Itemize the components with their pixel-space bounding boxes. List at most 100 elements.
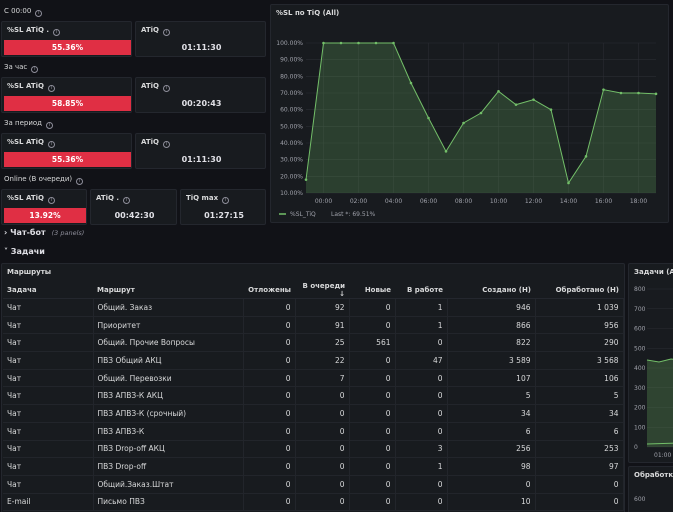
sl-chart-panel[interactable]: %SL по TiQ (All) 100.00% 90.00% 80.00% 70.0…: [270, 4, 669, 223]
table-row[interactable]: Чат Приоритет 0 91 0 1 866 956: [3, 316, 624, 335]
table-cell: 0: [295, 493, 350, 512]
table-row[interactable]: Чат Общий. Перевозки 0 7 0 0 107 106: [3, 369, 624, 388]
table-cell: 0: [349, 316, 396, 335]
table-cell: 0: [295, 422, 350, 441]
hour-sl-panel[interactable]: %SL ATiQ i 58.85%: [1, 77, 132, 113]
series-area: [647, 359, 673, 447]
table-cell: 253: [535, 440, 624, 459]
x-tick-label: 10:00: [490, 198, 507, 205]
routes-table: Задача Маршрут Отложены В очереди ↓ Новые В р…: [3, 282, 624, 512]
table-row[interactable]: E-mail Письмо ПВЗ 0 0 0 0 10 0: [3, 493, 624, 512]
table-row[interactable]: Чат Общий. Прочие Вопросы 0 25 561 0 822 290: [3, 333, 624, 353]
table-row[interactable]: Чат ПВЗ АПВЗ-К АКЦ 0 0 0 0 5 5: [3, 386, 624, 406]
table-cell: 0: [243, 440, 296, 459]
online-max-panel[interactable]: TiQ max i 01:27:15: [180, 189, 266, 225]
online-sl-value: 13.92%: [4, 208, 86, 223]
period-sl-panel[interactable]: %SL ATiQ i 55.36%: [1, 133, 132, 169]
data-point: [654, 92, 658, 96]
table-row[interactable]: Чат ПВЗ Общий АКЦ 0 22 0 47 3 589 3 568: [3, 351, 624, 370]
online-atiq-panel[interactable]: ATiQ .i 00:42:30: [90, 189, 177, 225]
table-cell: Чат: [3, 440, 94, 459]
column-header[interactable]: Обработано (Н): [535, 282, 623, 299]
table-cell: 0: [349, 422, 396, 441]
column-header[interactable]: Новые: [349, 282, 395, 299]
y-tick-label: 20.00%: [280, 173, 303, 180]
y-tick-label: 90.00%: [280, 57, 303, 64]
table-cell: 256: [447, 440, 536, 459]
column-header[interactable]: В очереди ↓: [295, 282, 349, 299]
section-chatbot[interactable]: › Чат-бот (3 panels): [4, 228, 85, 237]
data-point: [567, 181, 570, 185]
table-cell: Письмо ПВЗ: [93, 493, 244, 512]
info-icon[interactable]: i: [53, 29, 61, 36]
table-cell: 0: [349, 493, 396, 512]
table-cell: 0: [243, 316, 296, 335]
info-icon[interactable]: i: [76, 178, 84, 185]
table-header-row: Задача Маршрут Отложены В очереди ↓ Новые В р…: [3, 282, 623, 299]
c-sl-panel[interactable]: %SL ATiQ .i 55.36%: [1, 21, 132, 57]
y-tick-label: 40.00%: [280, 140, 303, 147]
table-cell: ПВЗ АПВЗ-К АКЦ: [93, 386, 244, 406]
table-cell: 0: [243, 457, 296, 476]
table-row[interactable]: Чат ПВЗ Drop-off АКЦ 0 0 0 3 256 253: [3, 440, 624, 459]
table-cell: 0: [349, 369, 396, 388]
period-atiq-panel[interactable]: ATiQ i 01:11:30: [135, 133, 266, 169]
column-header[interactable]: Создано (Н): [447, 282, 535, 299]
table-row[interactable]: Чат ПВЗ АПВЗ-К 0 0 0 0 6 6: [3, 422, 624, 441]
info-icon[interactable]: i: [47, 85, 55, 92]
y-tick-label: 600: [634, 326, 646, 333]
info-icon[interactable]: i: [46, 122, 54, 129]
table-cell: Общий. Прочие Вопросы: [93, 333, 244, 353]
table-cell: 0: [349, 351, 396, 370]
info-icon[interactable]: i: [163, 85, 170, 92]
info-icon[interactable]: i: [47, 197, 55, 204]
column-header[interactable]: Задача: [3, 282, 93, 299]
y-tick-label: 800: [634, 286, 646, 293]
table-cell: 290: [535, 333, 624, 353]
data-point: [479, 111, 483, 115]
data-point: [602, 88, 605, 91]
table-cell: 0: [535, 475, 624, 494]
tasks-mini-panel[interactable]: Задачи (All) 800 700 600 500 400 300 200 100 0 01…: [628, 263, 673, 463]
data-point: [462, 121, 465, 125]
info-icon[interactable]: i: [123, 197, 131, 204]
data-point: [497, 90, 500, 93]
table-cell: Общий. Заказ: [93, 298, 244, 317]
table-cell: Общий.Заказ.Штат: [93, 475, 244, 494]
table-cell: Чат: [3, 457, 94, 476]
info-icon[interactable]: i: [47, 141, 55, 148]
table-cell: ПВЗ Общий АКЦ: [93, 351, 244, 370]
table-row[interactable]: Чат ПВЗ Drop-off 0 0 0 1 98 97: [3, 457, 624, 476]
column-header[interactable]: Отложены: [243, 282, 295, 299]
x-tick-label: 00:00: [315, 198, 332, 205]
section-tasks[interactable]: ˅ Задачи: [4, 247, 45, 256]
hour-atiq-panel[interactable]: ATiQ i 00:20:43: [135, 77, 266, 113]
table-cell: 561: [349, 333, 396, 353]
table-cell: 106: [535, 369, 624, 388]
info-icon[interactable]: i: [35, 10, 43, 17]
table-row[interactable]: Чат Общий. Заказ 0 92 0 1 946 1 039: [3, 298, 624, 317]
legend-series-name[interactable]: %SL_TiQ: [290, 211, 316, 218]
table-cell: 0: [243, 386, 296, 406]
table-row[interactable]: Чат ПВЗ АПВЗ-К (срочный) 0 0 0 0 34 34: [3, 404, 624, 423]
table-cell: 0: [243, 493, 296, 512]
info-icon[interactable]: i: [163, 29, 170, 36]
data-point: [584, 155, 588, 158]
table-cell: ПВЗ Drop-off: [93, 457, 244, 476]
processing-mini-panel[interactable]: Обработка 600: [628, 466, 673, 512]
table-row[interactable]: Чат Общий.Заказ.Штат 0 0 0 0 0 0: [3, 475, 624, 494]
column-header[interactable]: В работе: [395, 282, 447, 299]
data-point: [427, 116, 430, 120]
c-atiq-panel[interactable]: ATiQ i 01:11:30: [135, 21, 266, 57]
column-header[interactable]: Маршрут: [93, 282, 243, 299]
info-icon[interactable]: i: [222, 197, 230, 204]
online-sl-panel[interactable]: %SL ATiQ i 13.92%: [1, 189, 87, 225]
table-cell: 10: [447, 493, 536, 512]
table-cell: 0: [349, 298, 396, 317]
period-header: За период i: [4, 119, 54, 129]
table-cell: 34: [535, 404, 624, 423]
y-tick-label: 30.00%: [280, 157, 303, 164]
info-icon[interactable]: i: [31, 66, 39, 73]
info-icon[interactable]: i: [163, 141, 170, 148]
table-cell: 3 568: [535, 351, 624, 370]
